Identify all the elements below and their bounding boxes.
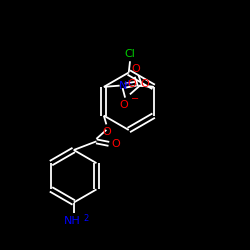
- Text: N: N: [118, 80, 127, 90]
- Text: O: O: [128, 80, 136, 90]
- Text: +: +: [124, 79, 130, 88]
- Text: 2: 2: [83, 214, 88, 223]
- Text: O: O: [132, 64, 140, 74]
- Text: Cl: Cl: [124, 49, 136, 59]
- Text: −: −: [130, 94, 139, 104]
- Text: O: O: [111, 139, 120, 149]
- Text: NH: NH: [64, 216, 81, 226]
- Text: O: O: [102, 127, 111, 137]
- Text: O: O: [120, 100, 128, 110]
- Text: O: O: [140, 78, 149, 89]
